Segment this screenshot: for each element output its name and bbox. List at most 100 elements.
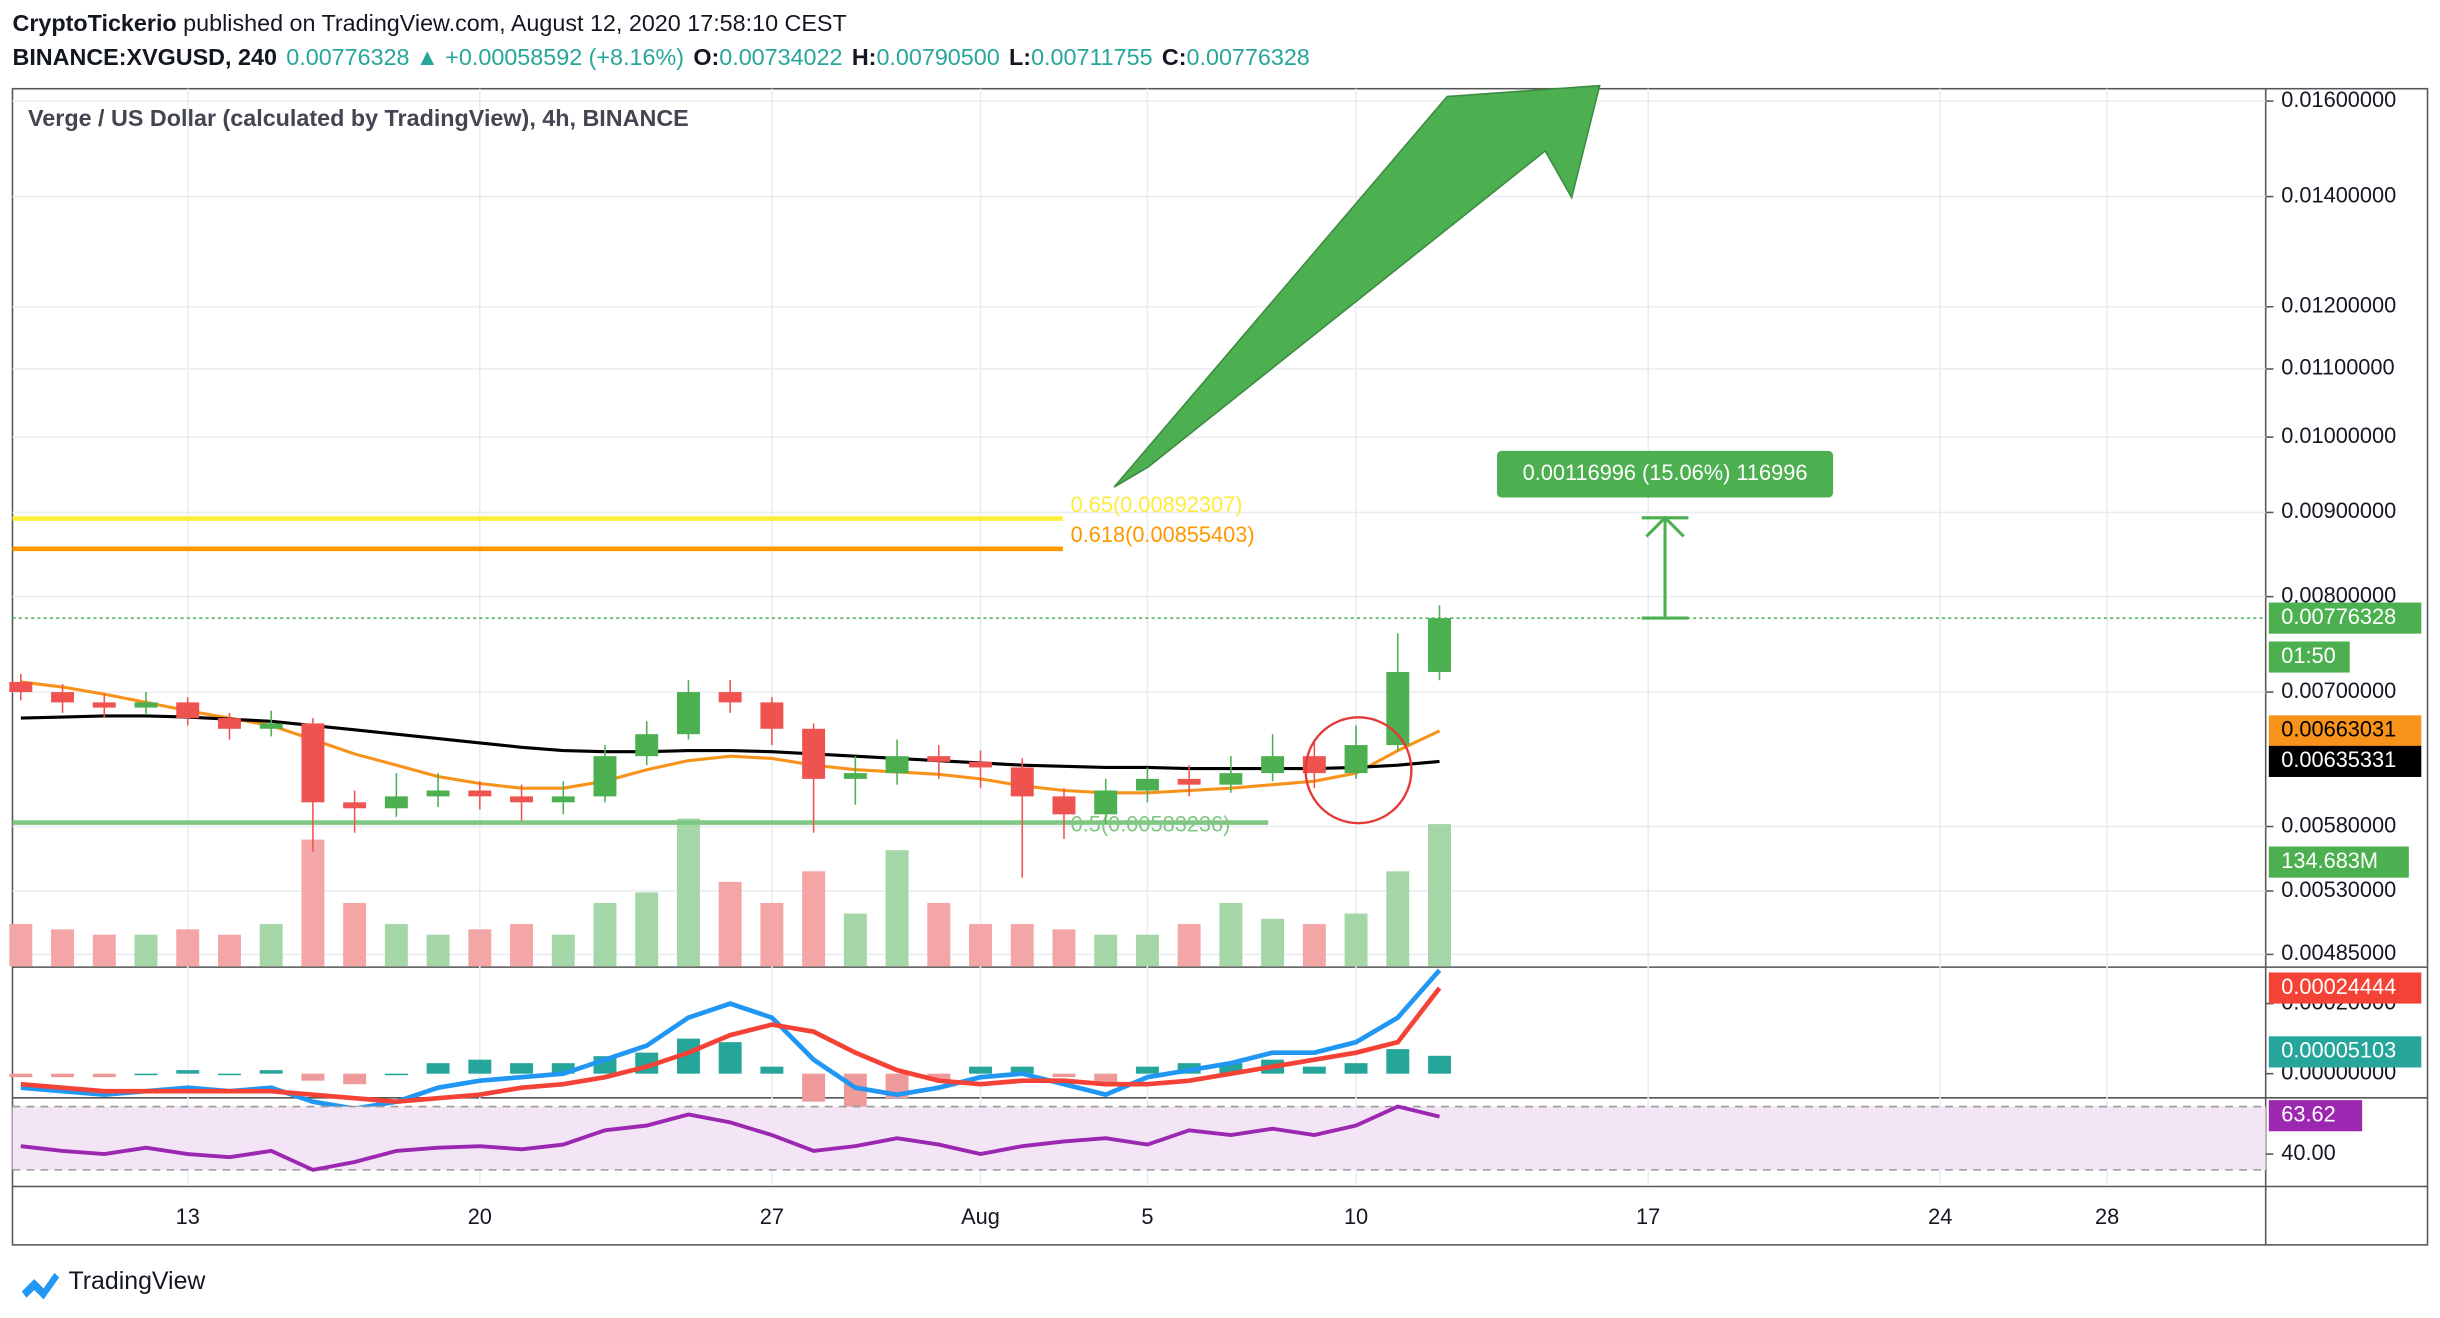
x-tick-label: 13 xyxy=(176,1204,200,1229)
symbol: BINANCE:XVGUSD, 240 xyxy=(12,44,276,70)
volume-bar xyxy=(259,924,283,967)
author: CryptoTickerio xyxy=(12,10,176,36)
volume-bar xyxy=(384,924,408,967)
histogram-bar xyxy=(676,1038,700,1074)
histogram-bar xyxy=(969,1066,992,1074)
histogram-bar xyxy=(760,1066,784,1074)
volume-bar xyxy=(343,902,367,967)
candle-body xyxy=(9,681,33,693)
pane-title: Verge / US Dollar (calculated by Trading… xyxy=(28,105,689,131)
volume-last-box xyxy=(2268,846,2409,878)
logo xyxy=(21,1272,60,1300)
candle-body xyxy=(134,702,158,708)
histogram-bar xyxy=(343,1073,367,1085)
signal-last: 0.00024444 xyxy=(2281,974,2396,999)
volume-bar xyxy=(551,934,575,967)
histogram-bar xyxy=(1386,1049,1410,1074)
volume-bar xyxy=(468,929,492,967)
macd-line xyxy=(20,968,1442,1112)
ma-fast: 0.00663031 xyxy=(2281,717,2396,742)
h: 0.00790500 xyxy=(876,44,999,70)
histogram-bar xyxy=(1094,1073,1118,1085)
y-tick-label: 0.00530000 xyxy=(2281,877,2396,902)
candle-body xyxy=(1094,790,1118,815)
highlight-circle xyxy=(1304,716,1413,825)
volume-bar xyxy=(593,902,617,967)
volume-bar xyxy=(1177,924,1201,967)
candle-body xyxy=(551,796,575,803)
rsi-last: 63.62 xyxy=(2281,1101,2335,1126)
signal-last-box xyxy=(2268,972,2422,1004)
histogram-bar xyxy=(51,1073,75,1078)
candle-body xyxy=(802,728,826,779)
histogram-bar xyxy=(259,1070,283,1074)
volume-bar xyxy=(969,924,992,967)
candle-body xyxy=(176,702,200,719)
measure-box xyxy=(1496,450,1834,498)
x-tick-label: 28 xyxy=(2095,1204,2119,1229)
candle-body xyxy=(92,702,116,708)
footer: TradingView xyxy=(69,1267,207,1295)
candle-body xyxy=(1177,778,1201,785)
x-tick-label: 27 xyxy=(760,1204,784,1229)
o-label: O: xyxy=(693,44,719,70)
histogram-bar xyxy=(468,1059,492,1074)
candle-body xyxy=(1428,618,1451,672)
countdown-box xyxy=(2268,641,2350,673)
x-tick-label: 17 xyxy=(1636,1204,1660,1229)
histogram-bar xyxy=(802,1073,826,1102)
candle-body xyxy=(1010,767,1034,797)
ma-slow: 0.00635331 xyxy=(2281,747,2396,772)
volume-bar xyxy=(927,902,951,967)
moving-average xyxy=(20,714,1440,771)
volume-last: 134.683M xyxy=(2281,848,2378,873)
volume-bar xyxy=(51,929,75,967)
volume-bar xyxy=(676,818,700,967)
volume-bar xyxy=(1386,871,1410,967)
x-tick-label: Aug xyxy=(961,1204,1000,1229)
y-tick-label: 0.00700000 xyxy=(2281,678,2396,703)
volume-bar xyxy=(635,892,659,967)
volume-bar xyxy=(843,913,867,967)
candle-body xyxy=(885,756,909,774)
volume-bar xyxy=(802,871,826,967)
volume-bar xyxy=(885,850,909,967)
level-label: 0.618(0.00855403) xyxy=(1071,522,1255,547)
candle-body xyxy=(343,802,367,809)
histogram-bar xyxy=(1135,1066,1159,1074)
volume-bar xyxy=(760,902,784,967)
forecast-arrow xyxy=(1113,84,1601,488)
volume-bar xyxy=(1094,934,1118,967)
hist-last: 0.00005103 xyxy=(2281,1038,2396,1063)
candle-body xyxy=(426,790,450,797)
y-tick-label: 0.00580000 xyxy=(2281,812,2396,837)
histogram-bar xyxy=(1302,1066,1326,1074)
volume-bar xyxy=(1344,913,1368,967)
last-price-box xyxy=(2268,602,2422,634)
volume-bar xyxy=(134,934,158,967)
symbol-line: BINANCE:XVGUSD, 240 0.00776328 ▲ +0.000585… xyxy=(12,44,1309,70)
header-line: CryptoTickerio published on TradingView.… xyxy=(12,10,846,36)
published: published on TradingView.com, August 12,… xyxy=(177,10,847,36)
histogram-bar xyxy=(1052,1073,1076,1078)
histogram-bar xyxy=(301,1073,325,1081)
volume-bar xyxy=(9,924,33,967)
ma-fast-box xyxy=(2268,715,2422,747)
histogram-bar xyxy=(551,1063,575,1074)
change: ▲ +0.00058592 (+8.16%) xyxy=(416,44,684,70)
histogram-bar xyxy=(927,1073,951,1081)
l-label: L: xyxy=(1009,44,1031,70)
last-price: 0.00776328 xyxy=(2281,604,2396,629)
candle-body xyxy=(1219,773,1243,785)
candle-body xyxy=(259,723,283,729)
histogram-bar xyxy=(176,1070,200,1074)
candle-body xyxy=(301,723,325,803)
l: 0.00711755 xyxy=(1031,44,1153,70)
frame xyxy=(11,87,2429,1246)
y-tick-label: 0.01000000 xyxy=(2281,423,2396,448)
last: 0.00776328 xyxy=(286,44,409,70)
moving-average xyxy=(20,680,1441,795)
y-tick-label: 0.00485000 xyxy=(2281,940,2396,965)
rsi-last-box xyxy=(2268,1100,2363,1132)
candle-body xyxy=(1052,796,1076,815)
